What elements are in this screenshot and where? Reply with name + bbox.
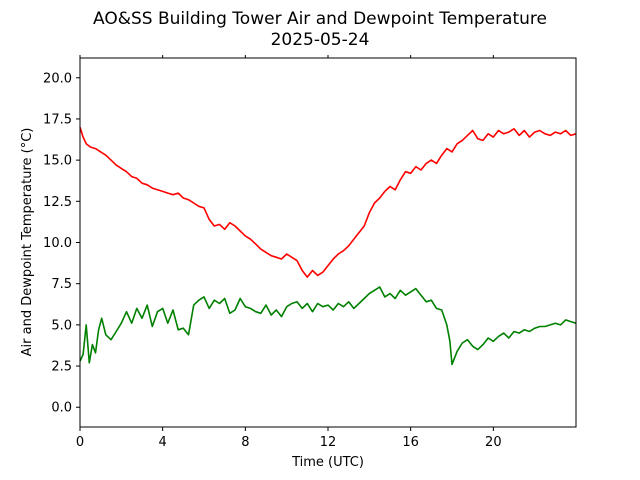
series-line-1 [79, 286, 577, 366]
x-tick-label: 20 [485, 435, 502, 450]
y-tick-label: 12.5 [43, 195, 72, 210]
plot-area [79, 126, 577, 366]
x-tick-label: 16 [402, 435, 419, 450]
x-tick-label: 8 [241, 435, 249, 450]
axis-ticks: 0 4 8 12 16 20 0.0 2.5 5.0 7.5 10.0 12.5 15.0 17.5 20.… [43, 55, 502, 450]
y-tick-label: 10.0 [43, 236, 72, 251]
y-tick-label: 0.0 [51, 401, 72, 416]
y-tick-label: 2.5 [51, 360, 72, 375]
y-tick-label: 17.5 [43, 112, 72, 127]
y-tick-label: 15.0 [43, 154, 72, 169]
x-axis-label: Time (UTC) [291, 455, 364, 470]
series-line-0 [79, 126, 577, 278]
x-tick-label: 4 [159, 435, 167, 450]
chart-title: AO&SS Building Tower Air and Dewpoint Te… [93, 9, 547, 29]
y-axis-label: Air and Dewpoint Temperature (°C) [20, 128, 35, 357]
chart-subtitle: 2025-05-24 [271, 30, 370, 50]
x-tick-label: 0 [76, 435, 84, 450]
y-tick-label: 20.0 [43, 71, 72, 86]
x-tick-label: 12 [320, 435, 337, 450]
y-tick-label: 5.0 [51, 318, 72, 333]
y-tick-label: 7.5 [51, 277, 72, 292]
